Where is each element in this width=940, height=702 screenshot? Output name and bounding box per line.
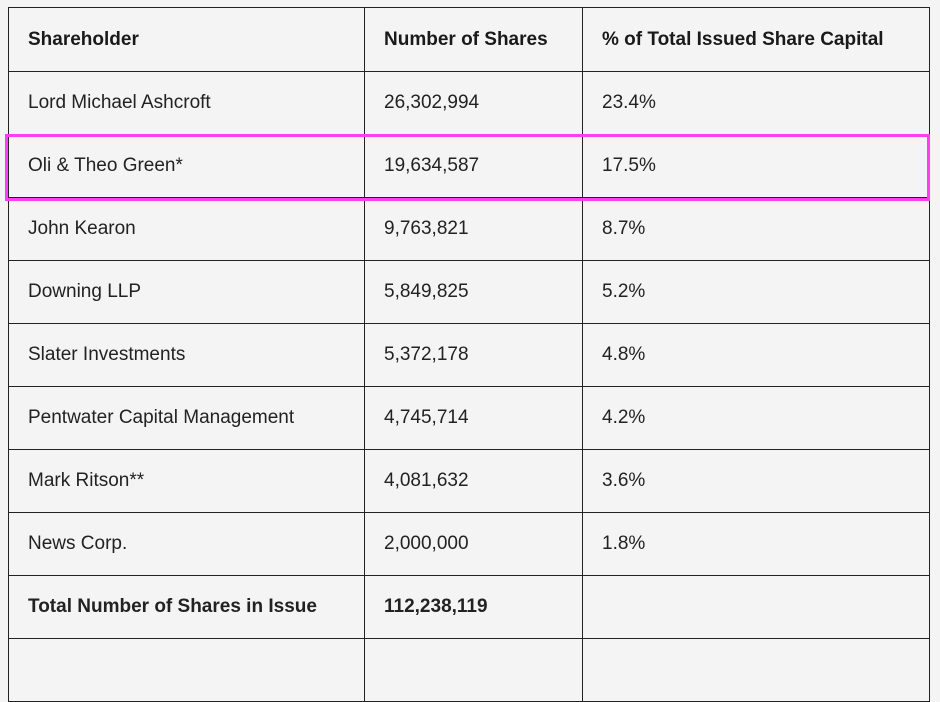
table-row: Pentwater Capital Management 4,745,714 4.2… [8, 386, 930, 450]
cell-percent: 3.6% [582, 449, 930, 513]
cell-shareholder: Slater Investments [8, 323, 365, 387]
header-row: Shareholder Number of Shares % of Total … [8, 7, 930, 72]
cell-shares: 4,081,632 [364, 449, 583, 513]
table-row: John Kearon 9,763,821 8.7% [8, 197, 930, 261]
header-shareholder: Shareholder [8, 7, 365, 72]
cell-percent: 17.5% [582, 134, 930, 198]
cell-shares: 26,302,994 [364, 71, 583, 135]
header-percent-capital: % of Total Issued Share Capital [582, 7, 930, 72]
total-percent [582, 575, 930, 639]
total-label: Total Number of Shares in Issue [8, 575, 365, 639]
cell-percent: 23.4% [582, 71, 930, 135]
table-row: Mark Ritson** 4,081,632 3.6% [8, 449, 930, 513]
cell-shareholder: John Kearon [8, 197, 365, 261]
table-row: News Corp. 2,000,000 1.8% [8, 512, 930, 576]
cell-shares: 2,000,000 [364, 512, 583, 576]
cell-percent: 8.7% [582, 197, 930, 261]
cell-shareholder: Downing LLP [8, 260, 365, 324]
cell-shares: 9,763,821 [364, 197, 583, 261]
cell-percent: 4.2% [582, 386, 930, 450]
cell-shareholder: Lord Michael Ashcroft [8, 71, 365, 135]
shareholder-table: Shareholder Number of Shares % of Total … [8, 7, 930, 702]
cell-shares: 5,372,178 [364, 323, 583, 387]
table-row: Downing LLP 5,849,825 5.2% [8, 260, 930, 324]
cell-shares: 4,745,714 [364, 386, 583, 450]
cell-shares: 5,849,825 [364, 260, 583, 324]
total-row: Total Number of Shares in Issue 112,238,… [8, 575, 930, 639]
cell-percent: 5.2% [582, 260, 930, 324]
table-row: Lord Michael Ashcroft 26,302,994 23.4% [8, 71, 930, 135]
header-number-of-shares: Number of Shares [364, 7, 583, 72]
cell-shares: 19,634,587 [364, 134, 583, 198]
total-shares: 112,238,119 [364, 575, 583, 639]
cell-shareholder: Mark Ritson** [8, 449, 365, 513]
table-row: Oli & Theo Green* 19,634,587 17.5% [8, 134, 930, 198]
cell-shareholder: Oli & Theo Green* [8, 134, 365, 198]
cell-percent: 4.8% [582, 323, 930, 387]
cell-shareholder: Pentwater Capital Management [8, 386, 365, 450]
cell-percent: 1.8% [582, 512, 930, 576]
empty-row [8, 638, 930, 702]
table-row: Slater Investments 5,372,178 4.8% [8, 323, 930, 387]
cell-shareholder: News Corp. [8, 512, 365, 576]
